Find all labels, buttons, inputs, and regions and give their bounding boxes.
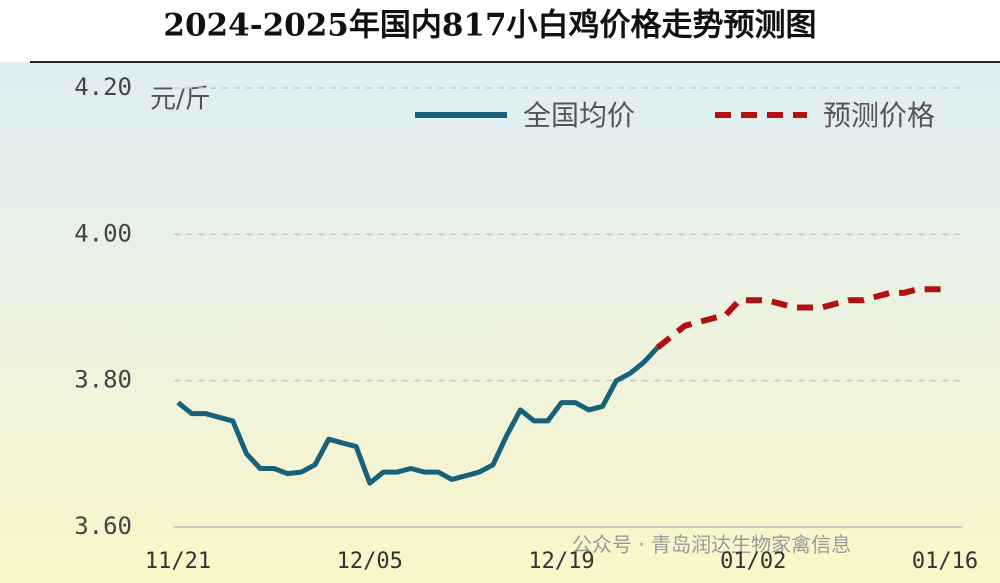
x-tick-label: 12/05 [337,549,403,574]
legend-label: 全国均价 [523,99,635,132]
chart-title: 2024-2025年国内817小白鸡价格走势预测图 [163,8,816,44]
legend-label: 预测价格 [823,99,935,132]
watermark: 公众号 · 青岛润达生物家禽信息 [572,533,851,557]
series-line [176,345,660,486]
x-tick-label: 01/16 [912,549,978,574]
title-background [0,0,1000,62]
x-tick-label: 11/21 [145,549,211,574]
y-unit: 元/斤 [150,85,211,115]
y-tick-label: 3.80 [74,366,132,394]
series-line [655,286,945,351]
x-tick-label: 01/02 [720,549,786,574]
plot-background [0,62,1000,583]
y-tick-label: 4.00 [74,219,132,247]
y-tick-label: 3.60 [74,512,132,540]
x-tick-label: 12/19 [528,549,594,574]
y-tick-label: 4.20 [74,73,132,101]
